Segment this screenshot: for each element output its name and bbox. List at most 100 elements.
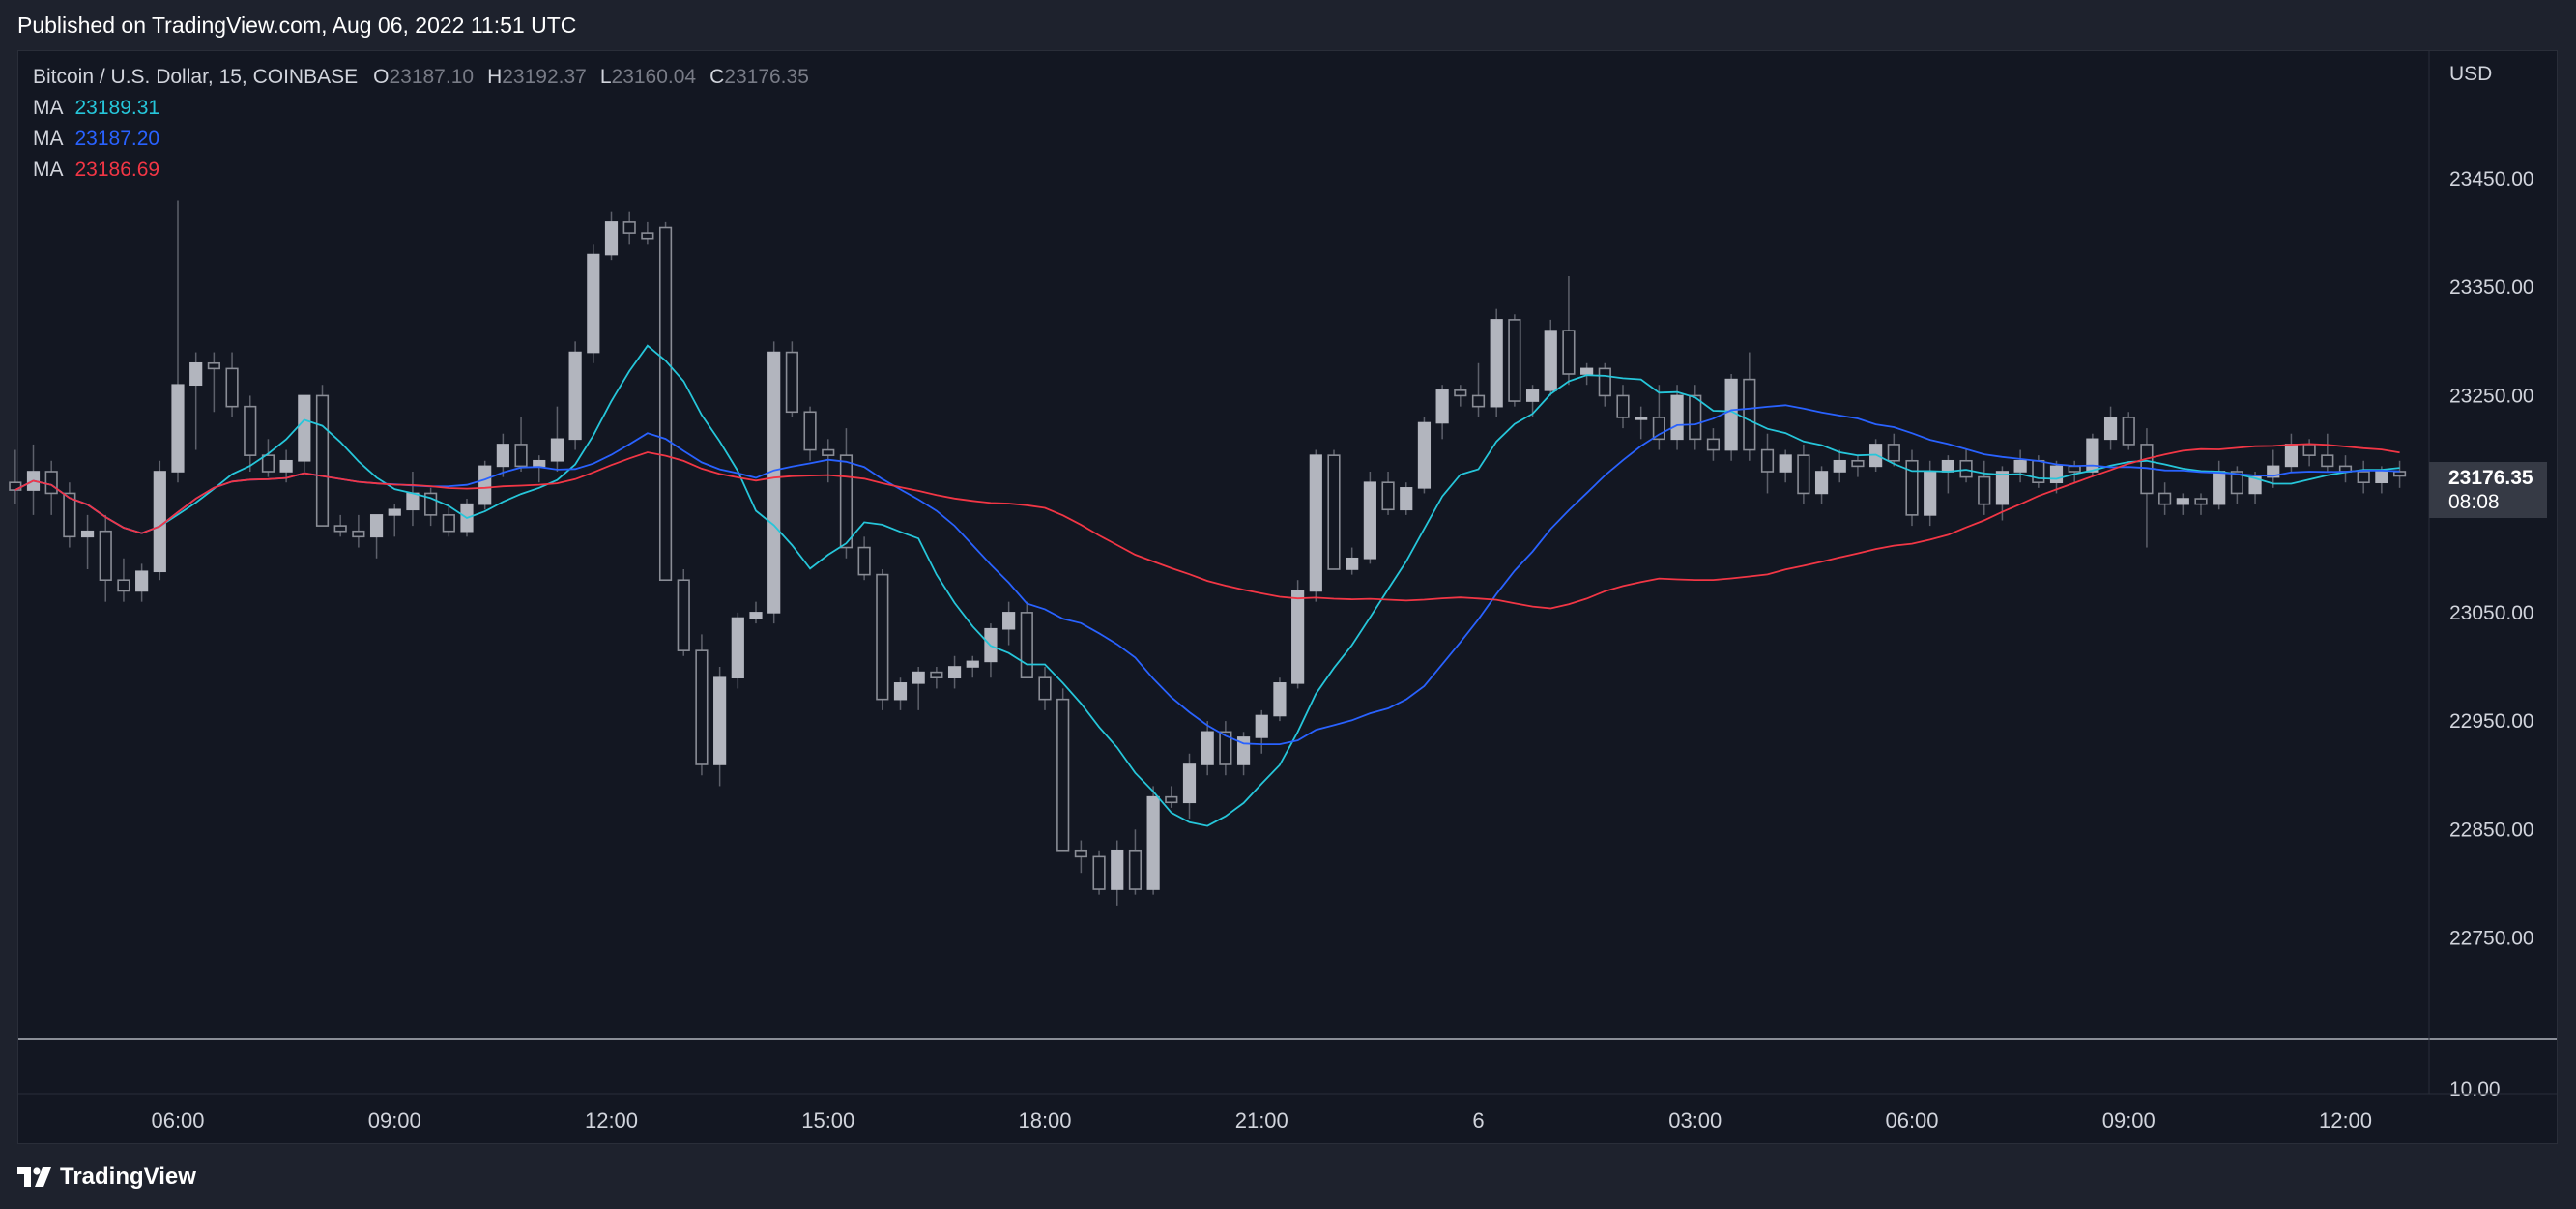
- candle-body: [2086, 438, 2099, 473]
- y-tick-label: 22950.00: [2449, 710, 2534, 733]
- candle-body: [1346, 557, 1359, 570]
- candle-body: [1760, 448, 1775, 473]
- candle-body: [2194, 498, 2208, 505]
- candle-body: [533, 459, 546, 468]
- candle-body: [658, 226, 673, 582]
- candle-body: [1580, 367, 1594, 375]
- footer-bar: TradingView: [0, 1144, 2576, 1209]
- symbol-title: Bitcoin / U.S. Dollar, 15, COINBASE: [33, 66, 359, 88]
- y-tick-label: 23050.00: [2449, 602, 2534, 624]
- ma-label: MA: [33, 128, 64, 150]
- candle-body: [369, 514, 384, 538]
- candle-body: [2284, 444, 2299, 468]
- candle-body: [1887, 444, 1900, 462]
- candle-body: [1273, 682, 1287, 717]
- candle-body: [1779, 454, 1792, 473]
- candle-body: [2357, 471, 2370, 484]
- time-axis: 06:00 09:00 12:00 15:00 18:00 21:00 6 03:00 06:0…: [151, 1108, 2372, 1133]
- candle-body: [1381, 481, 1395, 511]
- candle-body: [2068, 465, 2081, 473]
- candle-body: [1689, 394, 1702, 441]
- candle-body: [930, 671, 943, 679]
- published-bar: Published on TradingView.com, Aug 06, 20…: [0, 0, 2576, 50]
- candle-body: [153, 471, 166, 573]
- candle-body: [1074, 849, 1087, 858]
- candle-body: [1400, 487, 1413, 511]
- candle-body: [1128, 849, 1143, 890]
- ma-row-1[interactable]: MA 23189.31: [33, 93, 823, 124]
- ma-value-slow: 23186.69: [74, 158, 160, 181]
- candle-body: [135, 570, 149, 592]
- candle-body: [44, 471, 58, 495]
- candle-body: [388, 508, 401, 516]
- candle-body: [1978, 475, 1991, 505]
- candle-body: [1525, 389, 1540, 402]
- candle-body: [1670, 394, 1684, 441]
- candle-body: [1327, 454, 1341, 570]
- candle-body: [225, 367, 239, 408]
- candle-body: [2392, 471, 2407, 477]
- x-tick-label: 21:00: [1235, 1108, 1288, 1133]
- candle-body: [352, 530, 365, 538]
- currency-label: USD: [2449, 63, 2492, 85]
- ohlc-row: Bitcoin / U.S. Dollar, 15, COINBASE O 23…: [33, 62, 823, 93]
- ma-row-2[interactable]: MA 23187.20: [33, 124, 823, 155]
- candle-body: [1562, 330, 1576, 375]
- candle-body: [568, 351, 582, 441]
- low-value: 23160.04: [611, 66, 697, 88]
- tradingview-logo[interactable]: TradingView: [17, 1164, 196, 1191]
- candle-body: [1111, 849, 1124, 890]
- bar-countdown: 08:08: [2448, 491, 2500, 513]
- candle-body: [749, 612, 763, 619]
- candle-body: [442, 514, 455, 533]
- candle-body: [550, 438, 564, 462]
- ma-label: MA: [33, 97, 64, 119]
- candle-body: [1471, 394, 1486, 408]
- candle-body: [315, 394, 330, 527]
- close-label: C: [709, 66, 725, 88]
- candle-body: [2321, 454, 2334, 468]
- low-label: L: [599, 66, 612, 88]
- candle-body: [80, 530, 95, 538]
- ma-row-3[interactable]: MA 23186.69: [33, 155, 823, 186]
- candle-body: [677, 579, 690, 651]
- last-price: 23176.35: [2448, 467, 2533, 489]
- candle-body: [1652, 417, 1665, 441]
- candle-body: [406, 492, 420, 511]
- candle-body: [1056, 698, 1070, 852]
- candle-body: [785, 351, 798, 414]
- candle-body: [2248, 475, 2262, 495]
- candle-body: [478, 465, 492, 505]
- candle-body: [261, 454, 275, 473]
- x-tick-label: 03:00: [1668, 1108, 1722, 1133]
- candle-body: [822, 448, 835, 456]
- candle-body: [1544, 330, 1557, 391]
- candle-body: [424, 492, 438, 516]
- candle-body: [279, 459, 293, 473]
- ma-value-fast: 23189.31: [74, 97, 160, 119]
- x-tick-label: 06:00: [151, 1108, 204, 1133]
- x-tick-label: 15:00: [801, 1108, 854, 1133]
- candle-body: [1092, 855, 1106, 890]
- candle-body: [2267, 465, 2280, 478]
- candle-body: [1851, 459, 1865, 468]
- price-axis: USD23450.0023350.0023250.0023150.0023050…: [2449, 63, 2534, 1101]
- candle-body: [2176, 498, 2189, 505]
- ma-fast-line: [14, 344, 2400, 827]
- candle-body: [2049, 465, 2064, 484]
- candle-body: [189, 361, 203, 387]
- candle-body: [947, 666, 962, 679]
- candle-body: [803, 411, 817, 451]
- candle-body: [1941, 459, 1954, 473]
- candle-body: [1417, 421, 1432, 489]
- candle-body: [604, 221, 619, 256]
- candle-body: [1995, 471, 2010, 505]
- candle-body: [1959, 459, 1973, 478]
- x-tick-label: 6: [1472, 1108, 1484, 1133]
- candle-body: [1598, 367, 1611, 397]
- candle-body: [713, 676, 727, 765]
- candle-body: [1814, 471, 1829, 495]
- candle-body: [893, 682, 908, 701]
- tradingview-logo-icon: [17, 1166, 51, 1187]
